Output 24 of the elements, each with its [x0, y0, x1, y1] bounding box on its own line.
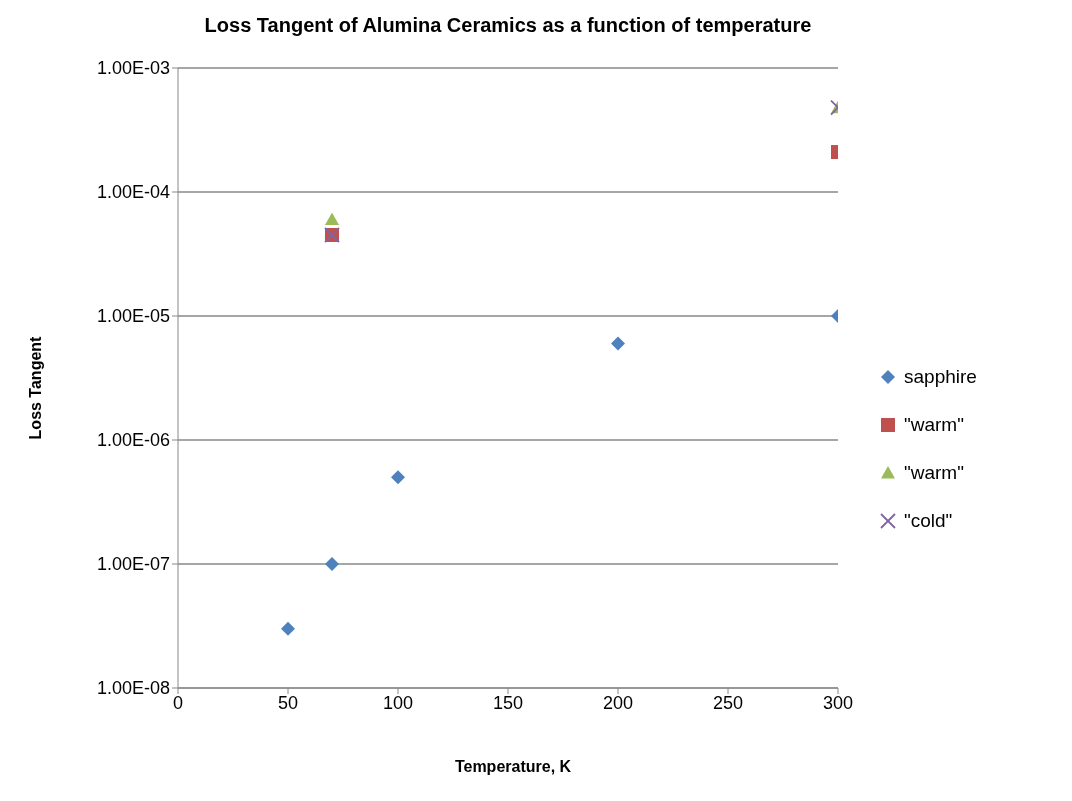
chart-title: Loss Tangent of Alumina Ceramics as a function of temperature: [203, 14, 813, 37]
x-tick-label: 100: [382, 692, 414, 713]
legend-label: "warm": [904, 414, 964, 436]
y-tick-label: 1.00E-06: [96, 430, 170, 451]
x-tick-label: 300: [822, 692, 854, 713]
point: [391, 470, 405, 485]
y-axis-title: Loss Tangent: [27, 336, 45, 440]
y-tick-label: 1.00E-07: [96, 554, 170, 575]
x-axis-title: Temperature, K: [453, 758, 573, 776]
x-tick-label: 50: [277, 692, 299, 713]
legend-label: "warm": [904, 462, 964, 484]
x-tick-label: 0: [172, 692, 184, 713]
x-tick-label: 250: [712, 692, 744, 713]
point: [611, 336, 625, 351]
y-tick-label: 1.00E-05: [96, 306, 170, 327]
x-tick-label: 150: [492, 692, 524, 713]
y-tick-label: 1.00E-03: [96, 58, 170, 79]
point: [281, 621, 295, 636]
x-tick-label: 200: [602, 692, 634, 713]
legend-label: "cold": [904, 510, 953, 532]
legend-label: sapphire: [904, 366, 977, 388]
y-tick-label: 1.00E-04: [96, 182, 170, 203]
y-tick-label: 1.00E-08: [96, 678, 170, 699]
point: [325, 557, 339, 571]
